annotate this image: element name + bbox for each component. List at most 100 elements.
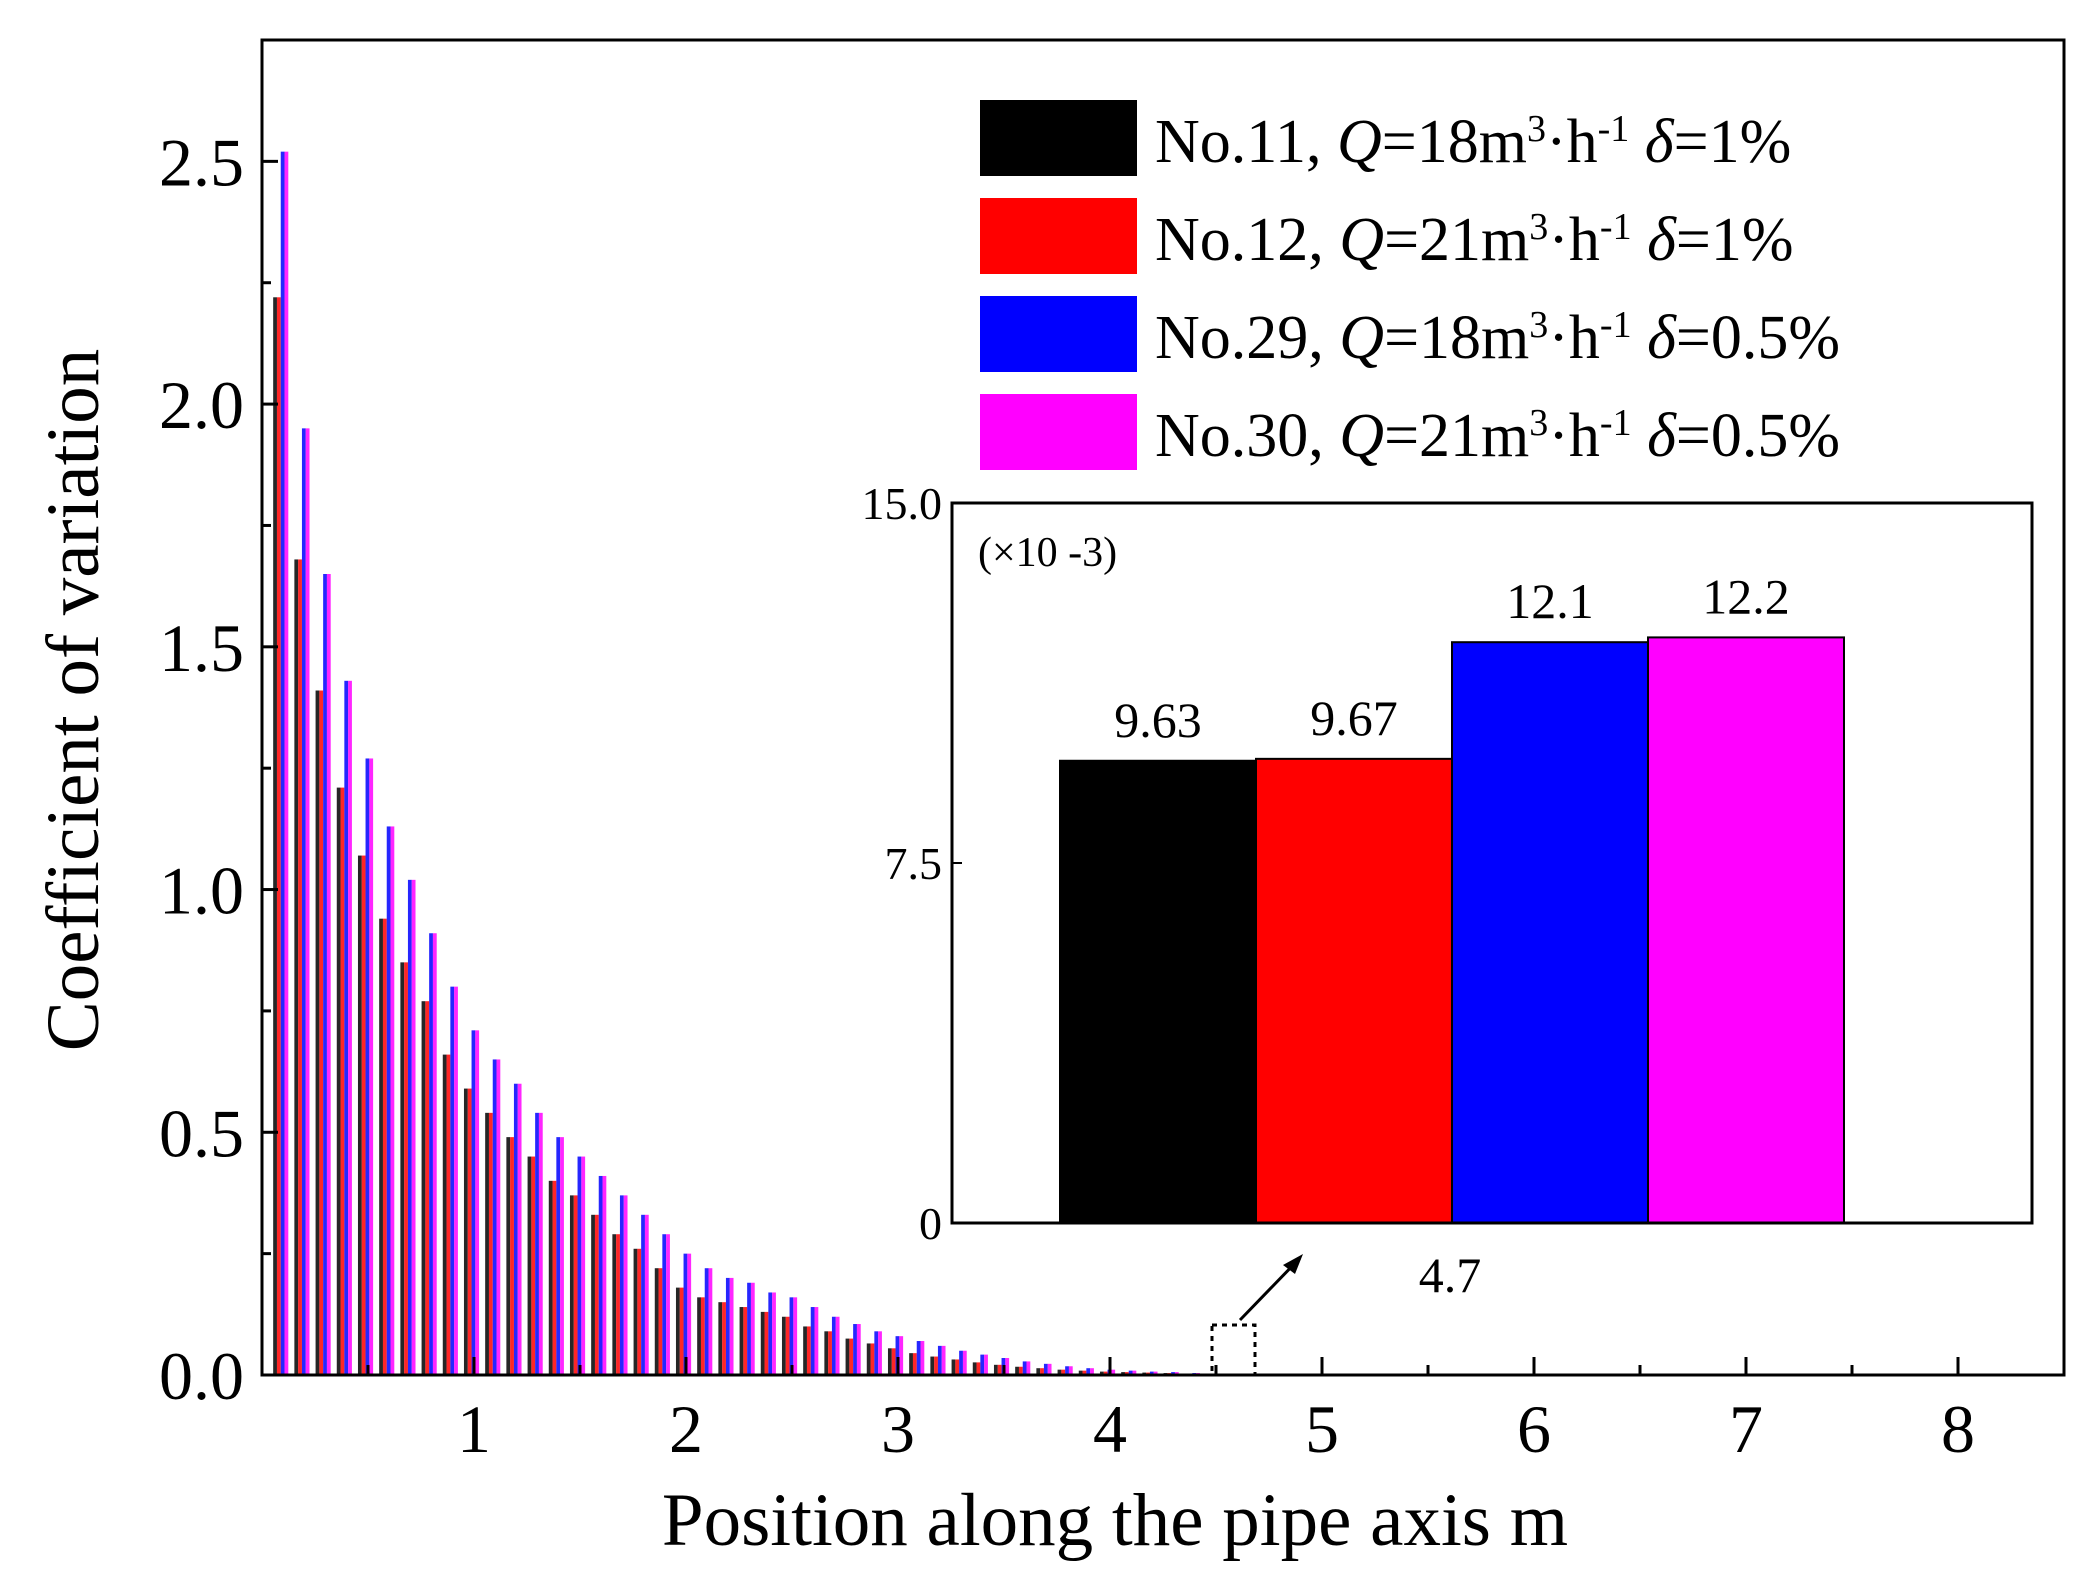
inset-axes: 0 7.5 15.0 xyxy=(862,478,962,1249)
bar-3-34 xyxy=(980,1354,985,1375)
bar-1-7 xyxy=(400,962,405,1375)
bar-2-9 xyxy=(446,1054,451,1375)
legend-label-part: =1% xyxy=(1674,108,1792,176)
bar-2-23 xyxy=(743,1307,748,1375)
legend-label-part: No.30, xyxy=(1155,402,1339,470)
legend-item-2: No.12, Q=21m3·h-1 δ=1% xyxy=(980,198,1794,274)
x-tick-label: 7 xyxy=(1729,1391,1763,1467)
legend-item-3: No.29, Q=18m3·h-1 δ=0.5% xyxy=(980,296,1840,372)
bar-1-21 xyxy=(697,1297,701,1375)
y-tick-label: 1.0 xyxy=(159,853,244,929)
inset-bar-no29 xyxy=(1451,641,1649,1224)
bar-2-26 xyxy=(806,1326,811,1375)
bar-4-7 xyxy=(411,879,416,1375)
bar-2-18 xyxy=(637,1248,642,1375)
bar-3-12 xyxy=(513,1083,518,1375)
legend-label-part xyxy=(1632,304,1648,372)
legend-label-part: ·h xyxy=(1548,206,1600,274)
bar-1-9 xyxy=(442,1054,447,1375)
legend-label-part: -1 xyxy=(1600,304,1632,346)
legend-label: No.30, Q=21m3·h-1 δ=0.5% xyxy=(1155,402,1840,470)
bar-4-18 xyxy=(644,1214,649,1375)
bar-2-12 xyxy=(510,1137,514,1375)
inset-bar-no11 xyxy=(1059,759,1257,1224)
bar-1-32 xyxy=(930,1356,935,1375)
main-bars xyxy=(273,151,1222,1375)
legend-label-part: No.11, xyxy=(1155,108,1337,176)
bar-1-5 xyxy=(357,855,362,1375)
bar-1-38 xyxy=(1057,1369,1062,1375)
bar-2-6 xyxy=(382,918,387,1375)
bar-1-12 xyxy=(506,1137,511,1375)
bar-3-21 xyxy=(704,1268,709,1375)
bar-3-37 xyxy=(1043,1363,1048,1375)
legend-label-part: 3 xyxy=(1529,206,1548,248)
bar-1-31 xyxy=(909,1353,913,1375)
bar-1-11 xyxy=(485,1112,489,1375)
bar-2-36 xyxy=(1018,1366,1023,1375)
inset-scale-label: (×10 -3) xyxy=(978,530,1117,576)
bar-4-25 xyxy=(793,1297,798,1375)
x-axis-label: Position along the pipe axis m xyxy=(662,1479,1568,1562)
bar-3-23 xyxy=(747,1282,751,1375)
legend-swatch xyxy=(980,296,1137,372)
bar-4-10 xyxy=(475,1030,480,1375)
bar-4-27 xyxy=(835,1316,840,1375)
legend-label-part: =18m xyxy=(1382,108,1527,176)
inset-value-label: 9.67 xyxy=(1310,690,1398,746)
bar-2-38 xyxy=(1061,1369,1066,1375)
legend-swatch xyxy=(980,198,1137,274)
bar-1-36 xyxy=(1015,1366,1019,1375)
bar-3-11 xyxy=(492,1059,497,1375)
legend-label-part xyxy=(1629,108,1645,176)
inset-chart: 9.63 9.67 12.1 12.2 0 7.5 15.0 (×10 -3) 4.7 xyxy=(862,478,2034,1303)
bar-2-17 xyxy=(616,1234,620,1375)
bar-1-15 xyxy=(569,1195,574,1375)
legend-label-part: No.12, xyxy=(1155,206,1339,274)
bar-4-21 xyxy=(708,1268,713,1375)
legend-label-part: =1% xyxy=(1676,206,1794,274)
bar-2-1 xyxy=(276,297,281,1375)
y-tick-label: 1.5 xyxy=(159,610,244,686)
bar-3-1 xyxy=(280,151,285,1375)
bar-4-31 xyxy=(920,1341,925,1375)
bar-3-14 xyxy=(556,1137,561,1375)
bar-3-4 xyxy=(344,680,349,1375)
bar-2-21 xyxy=(700,1297,705,1375)
bar-1-14 xyxy=(548,1180,553,1375)
bar-1-25 xyxy=(781,1316,786,1375)
bar-2-5 xyxy=(361,855,366,1375)
bar-4-6 xyxy=(390,826,395,1375)
bar-4-32 xyxy=(941,1345,946,1375)
x-tick-label: 2 xyxy=(669,1391,703,1467)
bar-4-40 xyxy=(1111,1369,1116,1375)
bar-4-12 xyxy=(517,1083,522,1375)
bar-4-9 xyxy=(454,986,458,1375)
bar-1-2 xyxy=(294,559,299,1375)
bar-2-15 xyxy=(573,1195,578,1375)
legend-label-part: =21m xyxy=(1384,402,1529,470)
bar-4-5 xyxy=(369,758,374,1375)
legend-label-part: -1 xyxy=(1600,402,1632,444)
bar-1-23 xyxy=(739,1307,744,1375)
bar-4-36 xyxy=(1026,1361,1031,1375)
legend-label-part: ·h xyxy=(1548,402,1600,470)
zoom-marker-box xyxy=(1210,1323,1257,1377)
bar-2-25 xyxy=(785,1316,790,1375)
x-tick-label: 4 xyxy=(1093,1391,1127,1467)
legend-label-part: ·h xyxy=(1548,304,1600,372)
bar-4-33 xyxy=(962,1350,967,1375)
bar-2-34 xyxy=(976,1362,981,1375)
legend-label-part: δ xyxy=(1647,206,1677,274)
legend-label: No.12, Q=21m3·h-1 δ=1% xyxy=(1155,206,1794,274)
bar-4-35 xyxy=(1005,1358,1010,1375)
bar-3-3 xyxy=(323,574,327,1375)
main-axes: 1 2 3 4 5 6 7 8 0.0 0.5 1.0 1.5 2.0 2.5 xyxy=(159,124,1975,1467)
bar-1-34 xyxy=(972,1362,977,1375)
bar-3-31 xyxy=(916,1341,921,1375)
bar-3-41 xyxy=(1128,1370,1133,1375)
bar-2-20 xyxy=(679,1287,684,1375)
legend-label-part: Q xyxy=(1339,304,1384,372)
bar-1-30 xyxy=(887,1348,892,1375)
bar-1-22 xyxy=(718,1302,723,1375)
